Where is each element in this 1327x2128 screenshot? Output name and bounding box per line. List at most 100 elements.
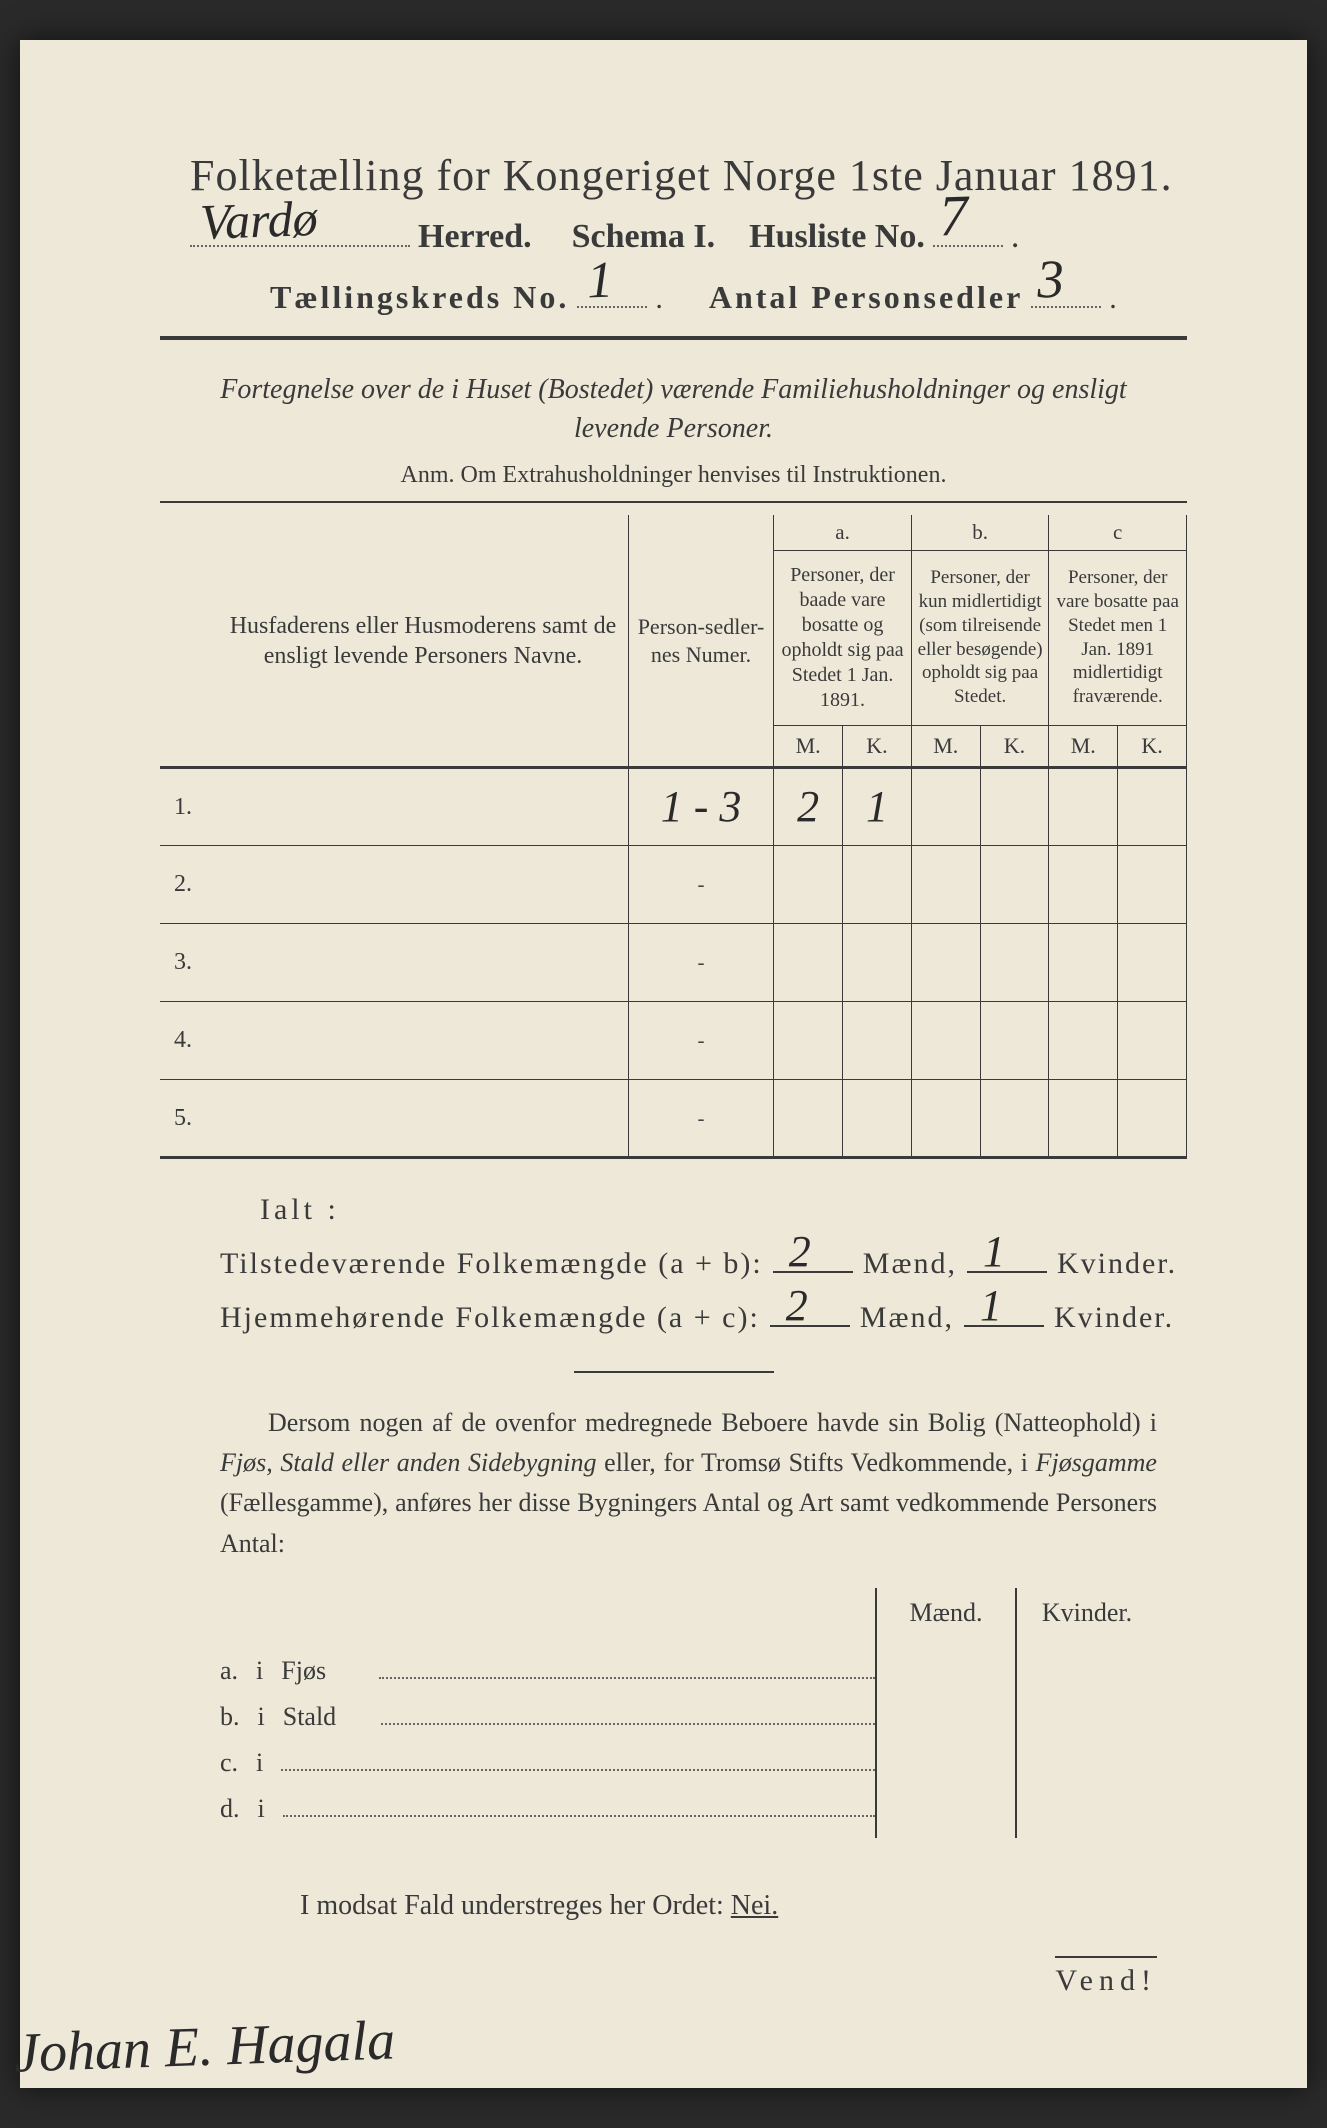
rule-1 bbox=[160, 336, 1187, 340]
kreds-label: Tællingskreds No. bbox=[270, 279, 569, 316]
b-k-cell bbox=[980, 767, 1049, 845]
c-m-cell bbox=[1049, 1079, 1118, 1157]
abcd-row: c. i bbox=[220, 1748, 875, 1778]
abcd-row: b. i Stald bbox=[220, 1702, 875, 1732]
mk-kvinder-col bbox=[1017, 1628, 1157, 1838]
resident-k-field: 1 bbox=[964, 1295, 1044, 1327]
modsat-line: I modsat Fald understreges her Ordet: Ne… bbox=[300, 1890, 1187, 1922]
resident-m-field: 2 bbox=[770, 1295, 850, 1327]
present-label: Tilstedeværende Folkemængde (a + b): bbox=[220, 1247, 763, 1281]
b-m-cell bbox=[911, 923, 980, 1001]
col-c-k: K. bbox=[1118, 725, 1187, 767]
dotted-line bbox=[281, 1759, 875, 1771]
b-k-cell bbox=[980, 923, 1049, 1001]
husliste-value: 7 bbox=[938, 182, 969, 250]
col-a-text: Personer, der baade vare bosatte og opho… bbox=[774, 550, 912, 725]
a-m-cell: 2 bbox=[774, 767, 843, 845]
abcd-letter: d. bbox=[220, 1794, 240, 1824]
col-names-header: Husfaderens eller Husmoderens samt de en… bbox=[218, 515, 628, 767]
nei-word: Nei. bbox=[731, 1890, 778, 1921]
present-k-field: 1 bbox=[967, 1241, 1047, 1273]
col-names-text: Husfaderens eller Husmoderens samt de en… bbox=[230, 613, 617, 669]
sedler-cell: - bbox=[628, 923, 774, 1001]
a-k-cell bbox=[843, 845, 912, 923]
c-m-cell bbox=[1049, 845, 1118, 923]
col-b-label: b. bbox=[911, 515, 1049, 550]
b-m-cell bbox=[911, 1001, 980, 1079]
name-value: Johan E. Hagala bbox=[13, 2005, 396, 2088]
a-k-cell bbox=[843, 1079, 912, 1157]
ialt-label: Ialt : bbox=[260, 1193, 1187, 1227]
rule-2 bbox=[160, 501, 1187, 503]
kreds-field: 1 bbox=[577, 272, 647, 308]
sedler-cell: 1 - 3 bbox=[628, 767, 774, 845]
abcd-label: Fjøs bbox=[281, 1656, 361, 1686]
short-divider bbox=[574, 1371, 774, 1373]
kvinder-label: Kvinder. bbox=[1057, 1247, 1177, 1281]
col-b-k: K. bbox=[980, 725, 1049, 767]
b-m-cell bbox=[911, 1079, 980, 1157]
col-a-k: K. bbox=[843, 725, 912, 767]
abcd-i: i bbox=[258, 1702, 265, 1732]
census-form-page: Folketælling for Kongeriget Norge 1ste J… bbox=[20, 40, 1307, 2088]
mk-maend-col bbox=[877, 1628, 1017, 1838]
herred-value: Vardø bbox=[199, 189, 319, 251]
mk-body bbox=[875, 1628, 1157, 1838]
abcd-row: d. i bbox=[220, 1794, 875, 1824]
table-row: 3. - bbox=[160, 923, 1187, 1001]
abcd-row: a. i Fjøs bbox=[220, 1656, 875, 1686]
col-b-text: Personer, der kun midlertidigt (som tilr… bbox=[911, 550, 1049, 725]
husliste-field: 7 bbox=[933, 211, 1003, 247]
a-m-cell bbox=[774, 923, 843, 1001]
resident-label: Hjemmehørende Folkemængde (a + c): bbox=[220, 1301, 760, 1335]
b-k-cell bbox=[980, 1079, 1049, 1157]
b-m-cell bbox=[911, 767, 980, 845]
mk-maend-header: Mænd. bbox=[877, 1588, 1017, 1628]
row-num: 3. bbox=[160, 923, 218, 1001]
header-line-3: Tællingskreds No. 1 . Antal Personsedler… bbox=[160, 272, 1187, 316]
table-body: 1. Johan E. Hagala 1 - 3 2 1 2. - bbox=[160, 767, 1187, 1157]
col-c-text: Personer, der vare bosatte paa Stedet me… bbox=[1049, 550, 1187, 725]
herred-label: Herred. bbox=[418, 218, 532, 256]
maend-label: Mænd, bbox=[860, 1301, 954, 1335]
a-k-cell bbox=[843, 1001, 912, 1079]
a-m-cell bbox=[774, 845, 843, 923]
abcd-label: Stald bbox=[283, 1702, 363, 1732]
header-line-2: Vardø Herred. Schema I. Husliste No. 7 . bbox=[160, 211, 1187, 256]
dotted-line bbox=[381, 1713, 875, 1725]
name-cell bbox=[218, 1079, 628, 1157]
abcd-i: i bbox=[258, 1794, 265, 1824]
total-resident-line: Hjemmehørende Folkemængde (a + c): 2 Mæn… bbox=[220, 1295, 1187, 1335]
row-num: 5. bbox=[160, 1079, 218, 1157]
mk-header: Mænd. Kvinder. bbox=[875, 1588, 1157, 1628]
col-c-label: c bbox=[1049, 515, 1187, 550]
col-a-m: M. bbox=[774, 725, 843, 767]
col-c-m: M. bbox=[1049, 725, 1118, 767]
total-present-line: Tilstedeværende Folkemængde (a + b): 2 M… bbox=[220, 1241, 1187, 1281]
table-row: 2. - bbox=[160, 845, 1187, 923]
antal-label: Antal Personsedler bbox=[709, 279, 1023, 316]
c-m-cell bbox=[1049, 767, 1118, 845]
table-row: 1. Johan E. Hagala 1 - 3 2 1 bbox=[160, 767, 1187, 845]
mk-kvinder-header: Kvinder. bbox=[1017, 1588, 1157, 1628]
b-k-cell bbox=[980, 845, 1049, 923]
sidebygning-block: a. i Fjøs b. i Stald c. i d. i bbox=[220, 1588, 1157, 1840]
a-k-cell bbox=[843, 923, 912, 1001]
c-m-cell bbox=[1049, 1001, 1118, 1079]
c-k-cell bbox=[1118, 767, 1187, 845]
abcd-i: i bbox=[256, 1656, 263, 1686]
abcd-list: a. i Fjøs b. i Stald c. i d. i bbox=[220, 1588, 875, 1840]
name-cell bbox=[218, 923, 628, 1001]
c-k-cell bbox=[1118, 845, 1187, 923]
c-k-cell bbox=[1118, 1079, 1187, 1157]
a-k-cell: 1 bbox=[843, 767, 912, 845]
husliste-label: Husliste No. bbox=[749, 218, 925, 256]
name-cell bbox=[218, 845, 628, 923]
a-m-cell bbox=[774, 1079, 843, 1157]
antal-value: 3 bbox=[1036, 248, 1065, 311]
vend-label: Vend! bbox=[1055, 1956, 1157, 1998]
dotted-line bbox=[379, 1667, 875, 1679]
sidebygning-paragraph: Dersom nogen af de ovenfor medregnede Be… bbox=[220, 1403, 1157, 1564]
name-cell bbox=[218, 1001, 628, 1079]
row-num: 2. bbox=[160, 845, 218, 923]
